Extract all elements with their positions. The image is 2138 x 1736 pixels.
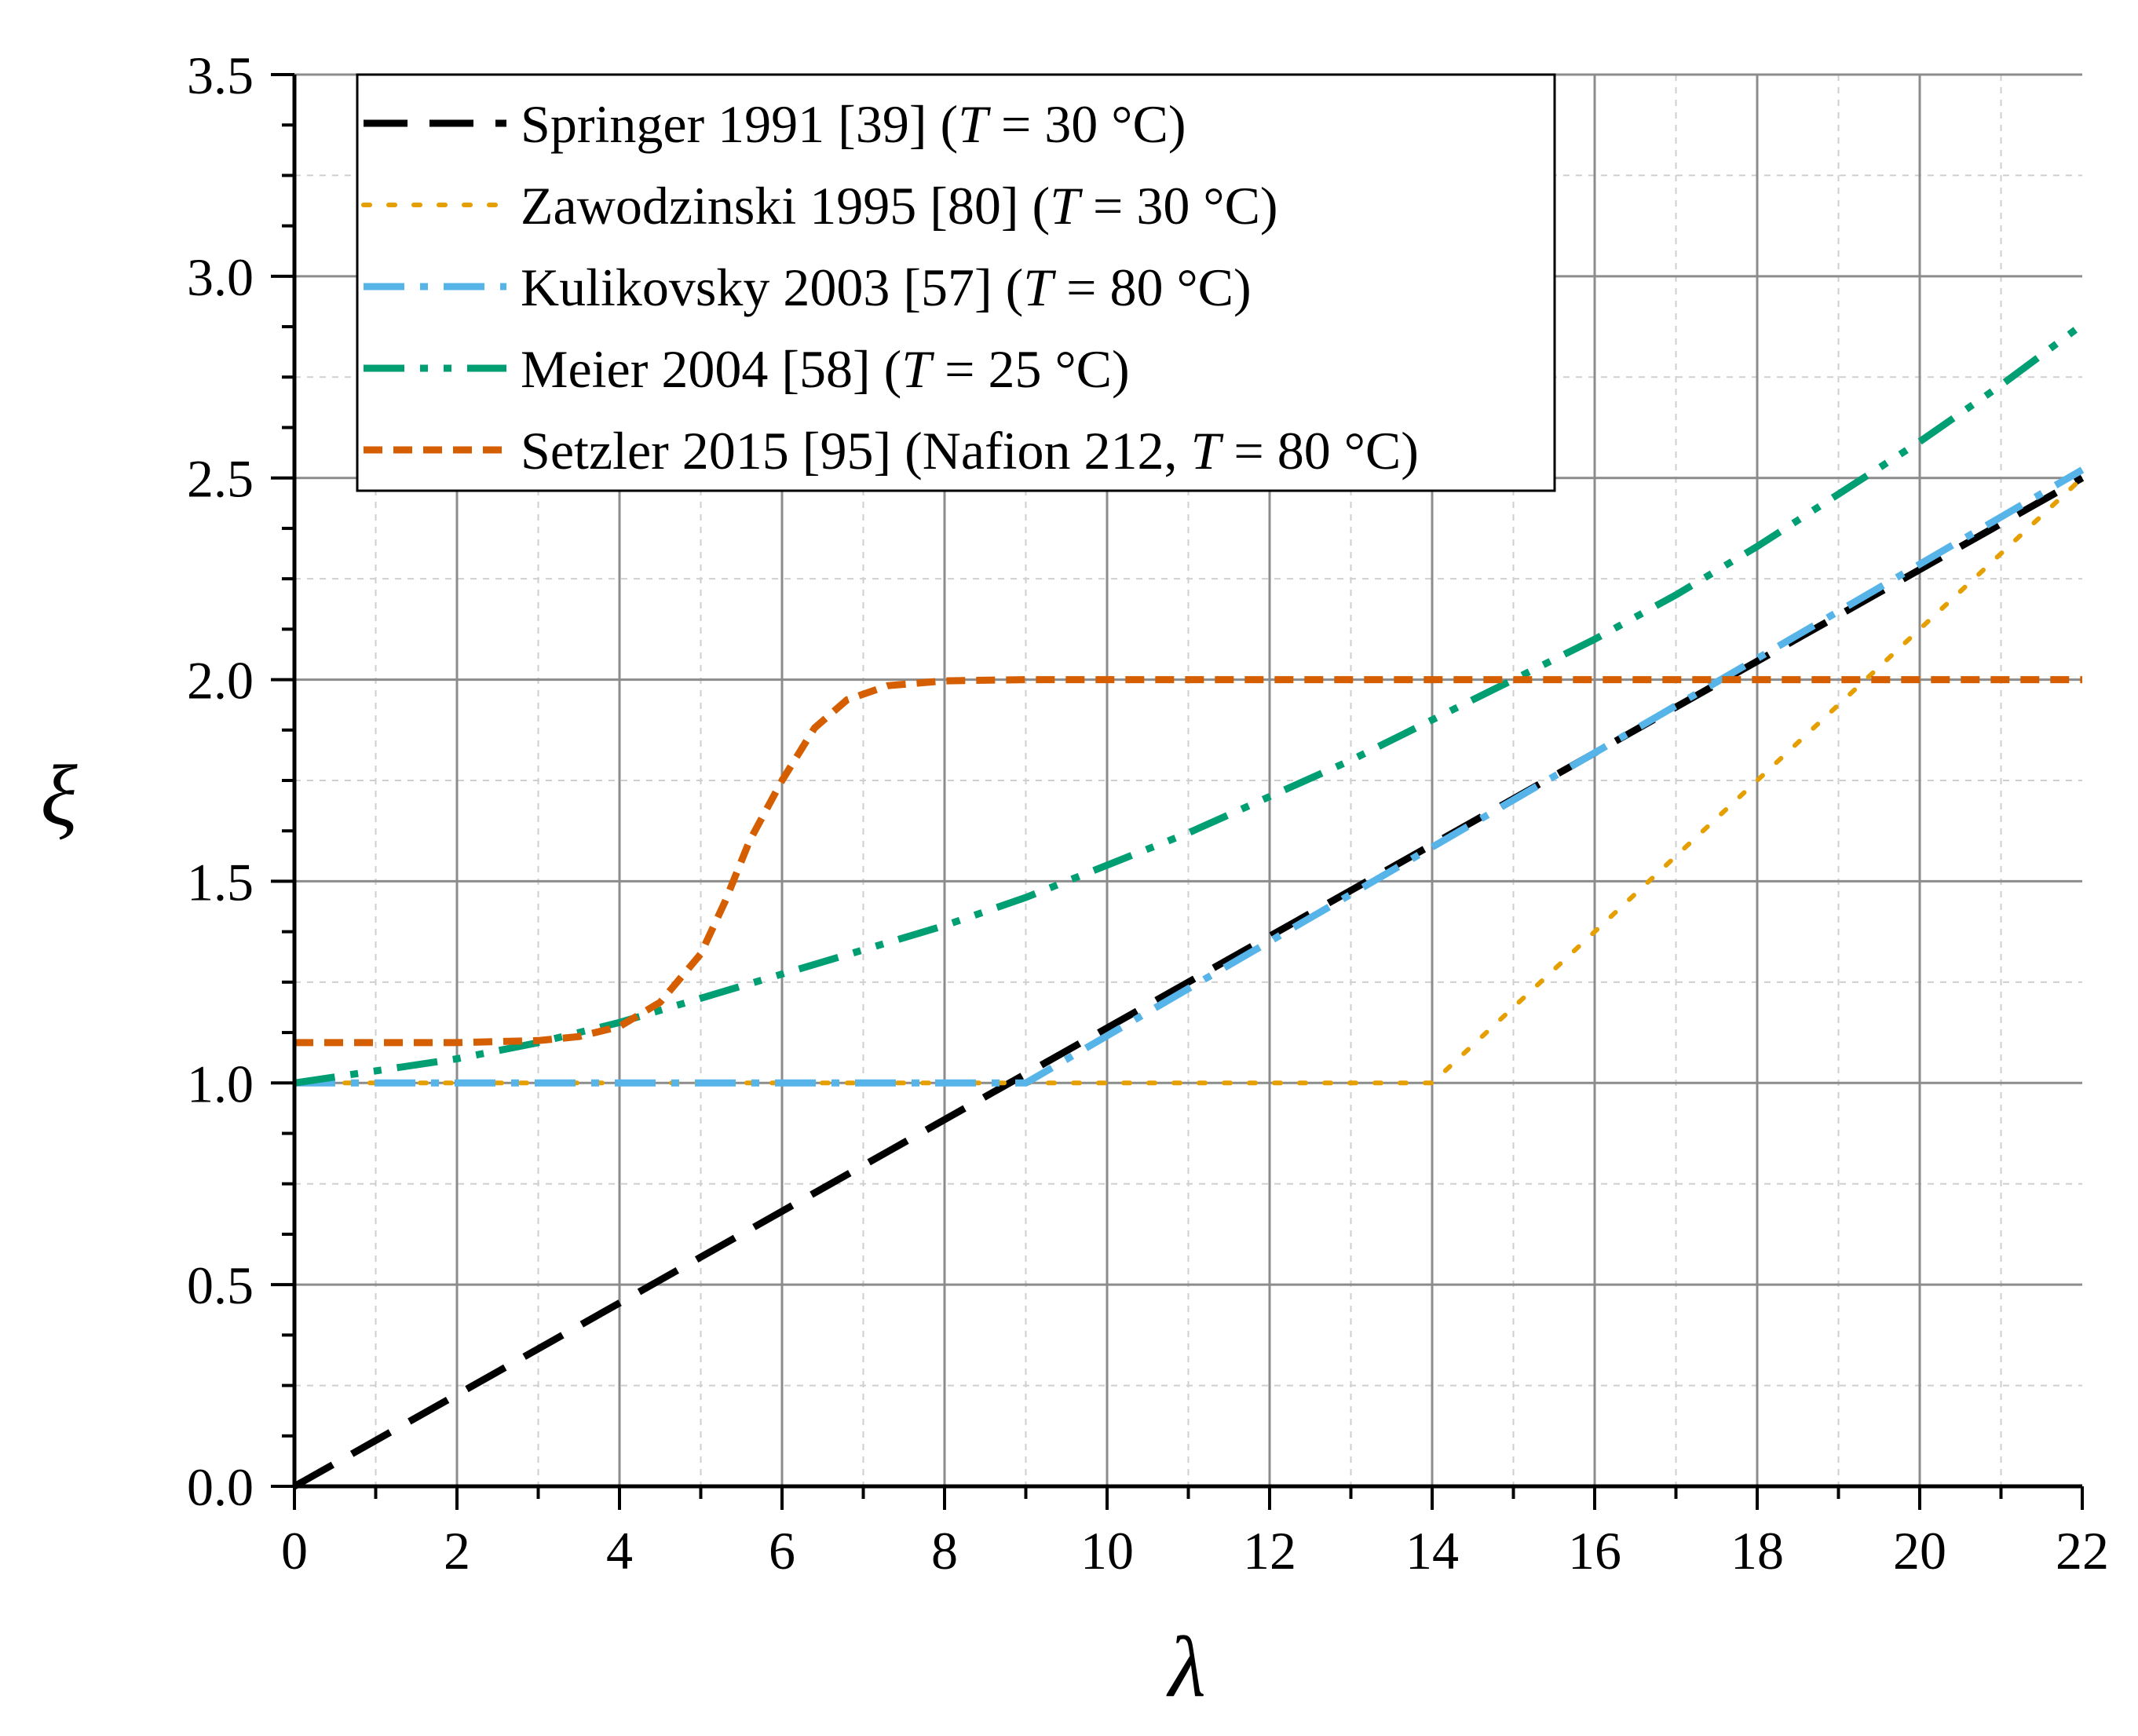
y-tick-label: 1.5: [187, 852, 254, 912]
axes-layer: [271, 73, 2084, 1510]
y-tick-label: 2.5: [187, 449, 254, 509]
legend-label-part: = 30 °C): [1080, 176, 1278, 236]
legend-label-variable: T: [958, 94, 991, 154]
legend-label-5: Setzler 2015 [95] (Nafion 212, T = 80 °C…: [521, 421, 1419, 481]
x-tick-label: 4: [606, 1521, 633, 1581]
legend-label-part: Setzler 2015 [95] (Nafion 212,: [521, 421, 1191, 481]
legend-label-1: Springer 1991 [39] (T = 30 °C): [521, 94, 1186, 154]
y-tick-label: 0.5: [187, 1255, 254, 1315]
legend-label-part: Zawodzinski 1995 [80] (: [521, 176, 1050, 236]
legend-label-variable: T: [1050, 176, 1083, 236]
x-tick-label: 0: [281, 1521, 308, 1581]
y-axis-title: ξ: [40, 747, 78, 843]
x-tick-label: 6: [769, 1521, 795, 1581]
series-layer: [292, 321, 2085, 1489]
legend-label-part: = 80 °C): [1053, 258, 1252, 317]
series-line-1: [292, 474, 2085, 1489]
y-tick-label: 0.0: [187, 1457, 254, 1517]
y-tick-label: 3.0: [187, 247, 254, 307]
legend-label-4: Meier 2004 [58] (T = 25 °C): [521, 339, 1130, 399]
legend-label-variable: T: [1023, 258, 1056, 317]
legend: Springer 1991 [39] (T = 30 °C)Zawodzinsk…: [356, 73, 1556, 492]
legend-label-part: = 80 °C): [1220, 421, 1419, 481]
x-tick-label: 10: [1080, 1521, 1134, 1581]
x-tick-label: 22: [2056, 1521, 2109, 1581]
x-tick-label: 20: [1893, 1521, 1946, 1581]
x-tick-label: 8: [931, 1521, 958, 1581]
legend-label-part: Kulikovsky 2003 [57] (: [521, 258, 1023, 317]
x-tick-label: 12: [1243, 1521, 1296, 1581]
legend-label-part: Springer 1991 [39] (: [521, 94, 958, 154]
legend-label-variable: T: [1191, 421, 1224, 481]
legend-label-part: Meier 2004 [58] (: [521, 339, 901, 399]
x-tick-label: 16: [1568, 1521, 1621, 1581]
x-tick-label: 18: [1731, 1521, 1784, 1581]
legend-label-part: = 30 °C): [988, 94, 1186, 154]
y-tick-label: 3.5: [187, 46, 254, 105]
legend-label-variable: T: [901, 339, 934, 399]
y-tick-label: 2.0: [187, 651, 254, 711]
legend-label-part: = 25 °C): [931, 339, 1130, 399]
x-tick-label: 14: [1405, 1521, 1459, 1581]
tick-labels: 0 2 4 6 8 10 12 14 16 18 20 22 0.0 0.5 1.0 1.5 2.0 2.5 3.0…: [187, 46, 2109, 1581]
series-line-3: [294, 466, 2085, 1087]
x-axis-title: λ: [1166, 1619, 1206, 1715]
legend-label-2: Zawodzinski 1995 [80] (T = 30 °C): [521, 176, 1278, 236]
legend-box: [356, 73, 1556, 492]
y-tick-label: 1.0: [187, 1054, 254, 1113]
legend-label-3: Kulikovsky 2003 [57] (T = 80 °C): [521, 258, 1252, 317]
x-tick-label: 2: [444, 1521, 470, 1581]
